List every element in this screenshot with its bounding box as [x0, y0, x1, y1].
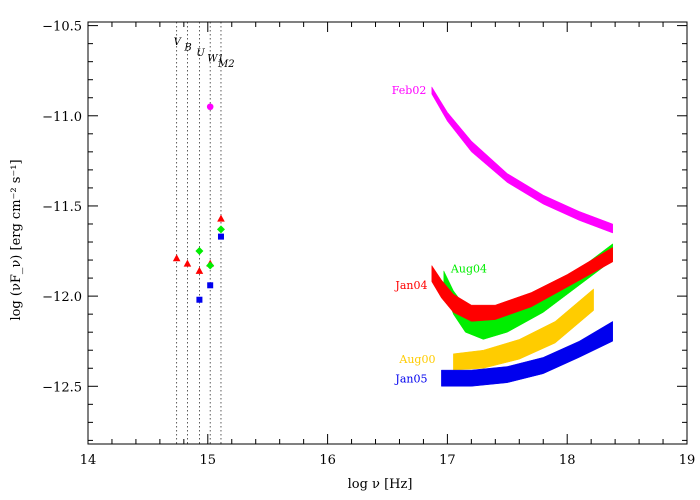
xray-bands: [431, 86, 613, 387]
filter-label-u: U: [196, 48, 205, 59]
y-tick-label: −11.0: [42, 110, 82, 125]
point-jan05-0: [196, 296, 203, 303]
band-label-jan04: Jan04: [394, 279, 427, 292]
plot-frame: [87, 21, 688, 445]
filter-label-m2: M2: [217, 59, 235, 70]
band-label-aug04: Aug04: [450, 263, 487, 276]
band-feb02: [431, 86, 613, 234]
x-tick-label: 14: [80, 453, 97, 468]
band-aug00: [453, 288, 594, 371]
axis-ticks: [87, 22, 688, 444]
plot-border: [87, 21, 688, 445]
point-jan05-1: [207, 282, 214, 289]
point-jan04-2: [195, 266, 204, 274]
band-label-aug00: Aug00: [398, 353, 435, 366]
y-tick-label: −12.0: [42, 290, 82, 305]
point-jan04-4: [217, 214, 225, 222]
band-jan04: [431, 246, 613, 322]
band-label-jan05: Jan05: [394, 373, 427, 386]
point-feb02-0: [206, 103, 214, 111]
point-jan04-0: [172, 254, 181, 262]
band-aug04: [443, 243, 613, 340]
x-tick-label: 19: [679, 453, 696, 468]
filter-lines: [176, 22, 222, 444]
y-axis-label: log (νF_ν) [erg cm⁻² s⁻¹]: [9, 159, 24, 320]
y-tick-label: −12.5: [42, 380, 82, 395]
x-axis-label: log ν [Hz]: [348, 477, 413, 492]
filter-label-b: B: [183, 43, 191, 54]
band-jan05: [441, 320, 613, 387]
point-jan04-1: [183, 259, 192, 267]
point-aug04-0: [195, 247, 204, 256]
x-tick-label: 18: [559, 453, 576, 468]
point-jan05-2: [217, 233, 224, 240]
point-aug04-2: [216, 225, 225, 234]
x-tick-label: 17: [439, 453, 456, 468]
optical-uv-points: [172, 103, 225, 303]
x-tick-label: 15: [200, 453, 217, 468]
filter-label-v: V: [174, 37, 183, 48]
y-tick-label: −11.5: [42, 200, 82, 215]
filter-label-w1: W1: [207, 54, 224, 65]
x-tick-label: 16: [319, 453, 336, 468]
point-aug04-1: [206, 261, 215, 270]
y-tick-label: −10.5: [42, 20, 82, 35]
band-label-feb02: Feb02: [392, 84, 427, 97]
